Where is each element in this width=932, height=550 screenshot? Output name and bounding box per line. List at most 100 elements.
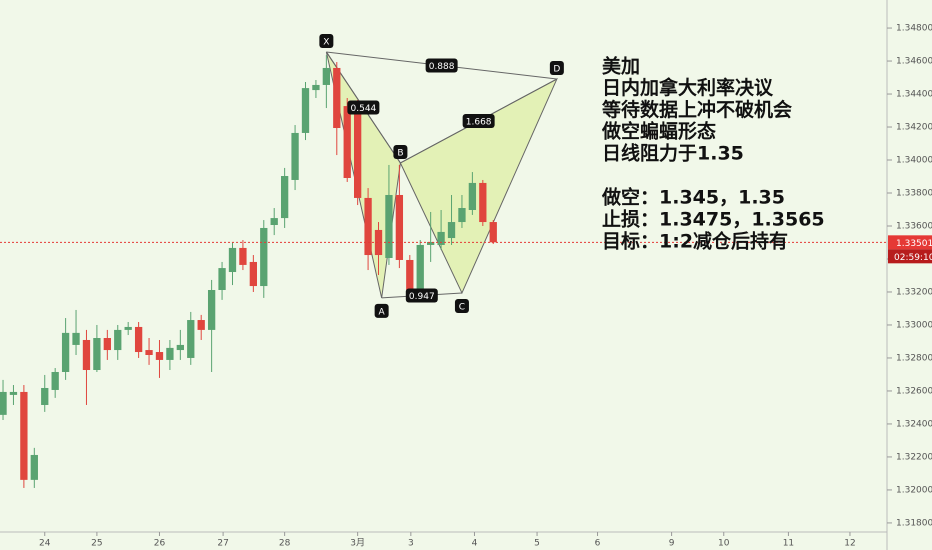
ratio-label: 1.668 [466,117,492,127]
x-tick-label: 12 [844,539,855,549]
candle-body [458,208,466,223]
point-box [549,61,564,76]
y-tick-label: 1.34600 [896,57,932,67]
point-box [393,144,408,159]
y-tick-label: 1.33000 [896,320,932,330]
y-tick-label: 1.33200 [896,287,932,297]
candle-body [437,231,445,245]
candle-body [312,84,320,91]
candle-body [145,350,153,355]
trade-line: 目标：1:2减仓后持有 [602,230,788,253]
x-tick-label: 10 [718,539,730,549]
candle-body [114,329,122,351]
candle-body [134,326,143,353]
x-tick-label: 4 [472,539,478,549]
x-tick-label: 5 [534,539,540,549]
x-tick-label: 3月 [350,538,365,549]
countdown-tag [888,249,932,264]
y-tick-label: 1.34400 [896,90,932,100]
trade-line: 止损：1.3475，1.3565 [602,209,825,231]
note-line: 等待数据上冲不破机会 [601,98,792,121]
candle-body [489,222,497,243]
x-tick-label: 11 [783,539,794,549]
point-box [454,298,469,313]
point-box [319,33,334,48]
candle-body [9,391,18,395]
price-tag [888,235,932,250]
candle-body [218,268,226,291]
point-label: B [397,148,403,158]
y-tick-label: 1.34800 [896,24,932,34]
candle-body [93,338,101,371]
note-line: 做空蝙蝠形态 [601,120,716,143]
point-label: A [379,307,386,317]
candle-body [291,132,299,180]
candle-body [249,261,257,287]
candle-body [41,387,49,405]
candle-body [51,371,59,390]
candle-body [176,344,184,351]
candle-body [61,332,70,372]
x-tick-label: 6 [595,539,601,549]
candle-body [103,338,111,351]
candle-body [197,320,205,330]
ratio-box [347,100,380,115]
price-tag-label: 1.33501 [896,239,932,249]
ratio-label: 0.544 [351,104,377,114]
y-tick-label: 1.33800 [896,189,932,199]
note-line: 日内加拿大利率决议 [602,76,774,99]
candle-body [82,339,91,371]
candle-body [395,194,404,260]
x-tick-label: 28 [279,539,291,549]
trade-line: 做空：1.345，1.35 [601,186,785,209]
candle-body [354,108,362,198]
y-tick-label: 1.32600 [896,386,932,396]
candle-body [374,229,383,256]
x-tick-label: 24 [39,539,51,549]
candle-body [30,454,38,480]
candle-body [228,247,237,273]
candle-body [72,332,80,345]
candle-body [207,290,216,330]
y-tick-label: 1.32800 [896,353,932,363]
ratio-box [425,58,458,73]
y-tick-label: 1.32200 [896,452,932,462]
x-tick-label: 9 [669,539,675,549]
countdown-label: 02:59:10 [894,253,932,263]
candle-body [270,218,278,226]
x-tick-label: 3 [408,539,414,549]
y-tick-label: 1.32000 [896,485,932,495]
candle-body [20,391,28,480]
candle-body [343,106,351,178]
candle-body [155,352,164,360]
note-line: 日线阻力于1.35 [602,141,744,164]
candle-body [479,182,487,223]
candle-body [260,227,268,287]
x-tick-label: 26 [154,539,166,549]
candle-body [468,182,477,210]
point-box [374,303,389,318]
candle-body [239,247,247,265]
point-label: D [553,65,560,75]
y-tick-label: 1.33600 [896,221,932,231]
point-label: C [459,302,465,312]
note-line: 美加 [602,55,640,78]
ratio-box [462,113,495,128]
candle-body [427,241,435,245]
candle-body [322,67,331,85]
point-label: X [323,37,329,47]
candle-body [280,176,289,219]
ratio-label: 0.947 [409,292,435,302]
candle-body [166,347,174,360]
candle-body [406,259,414,291]
candle-body [447,222,456,239]
x-tick-label: 25 [91,539,102,549]
y-tick-label: 1.34000 [896,156,932,166]
y-tick-label: 1.32400 [896,419,932,429]
candle-body [333,67,341,129]
candle-body [385,194,393,258]
candle-body [124,326,132,330]
candle-body [416,244,424,291]
candle-body [187,320,195,358]
